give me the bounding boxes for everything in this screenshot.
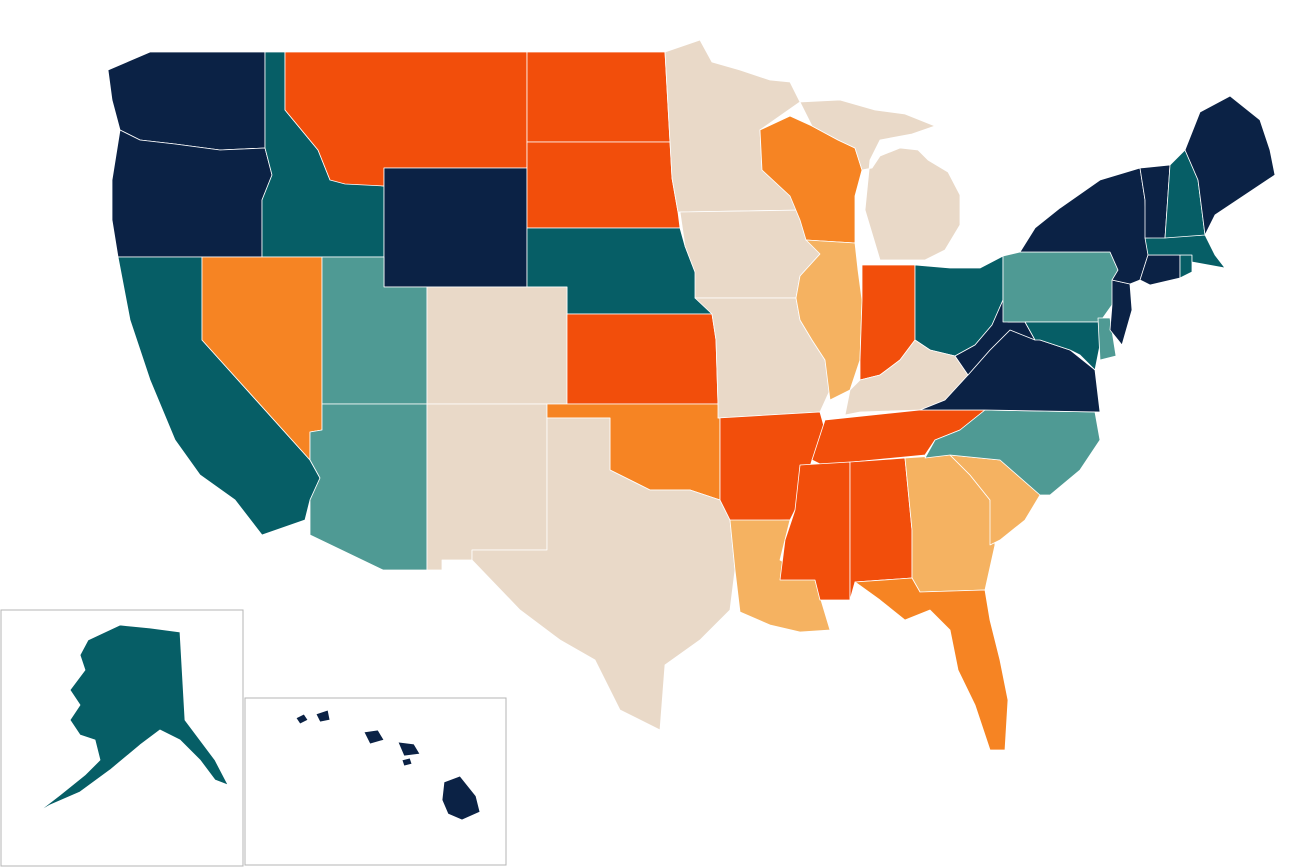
state-CO[interactable]	[426, 286, 568, 405]
state-NJ[interactable]	[1109, 279, 1133, 346]
state-HI[interactable]	[295, 709, 481, 821]
state-MA[interactable]	[1144, 234, 1226, 269]
state-SD[interactable]	[526, 141, 681, 229]
state-NM[interactable]	[426, 403, 548, 571]
state-PA[interactable]	[1002, 251, 1119, 323]
state-FL[interactable]	[854, 577, 1009, 751]
state-MI[interactable]	[799, 99, 961, 261]
state-KS[interactable]	[566, 313, 719, 405]
state-RI[interactable]	[1179, 254, 1193, 279]
hawaii-island-molokai[interactable]	[363, 729, 385, 745]
state-NC[interactable]	[924, 409, 1101, 496]
state-ME[interactable]	[1184, 95, 1276, 236]
hawaii-island-oahu[interactable]	[315, 709, 331, 723]
alaska-inset	[0, 609, 244, 867]
alaska-inset-frame	[0, 609, 244, 867]
state-WA[interactable]	[107, 51, 266, 151]
state-VT[interactable]	[1139, 164, 1171, 239]
hawaii-island-maui[interactable]	[397, 741, 421, 757]
hawaii-island-kauai[interactable]	[295, 713, 309, 725]
hawaii-inset	[244, 697, 507, 866]
state-AK[interactable]	[37, 624, 229, 813]
state-IL[interactable]	[795, 239, 863, 401]
hawaii-island-big-island[interactable]	[441, 775, 481, 821]
state-OR[interactable]	[111, 129, 273, 258]
state-WY[interactable]	[383, 167, 528, 288]
state-TX[interactable]	[471, 417, 736, 731]
state-ND[interactable]	[526, 51, 671, 143]
hawaii-island-lanai[interactable]	[401, 757, 413, 767]
contiguous-states	[107, 39, 1276, 751]
hawaii-inset-frame	[244, 697, 507, 866]
state-AZ[interactable]	[309, 403, 428, 571]
